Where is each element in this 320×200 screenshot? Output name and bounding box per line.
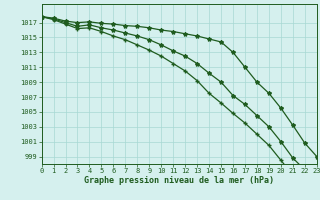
X-axis label: Graphe pression niveau de la mer (hPa): Graphe pression niveau de la mer (hPa): [84, 176, 274, 185]
